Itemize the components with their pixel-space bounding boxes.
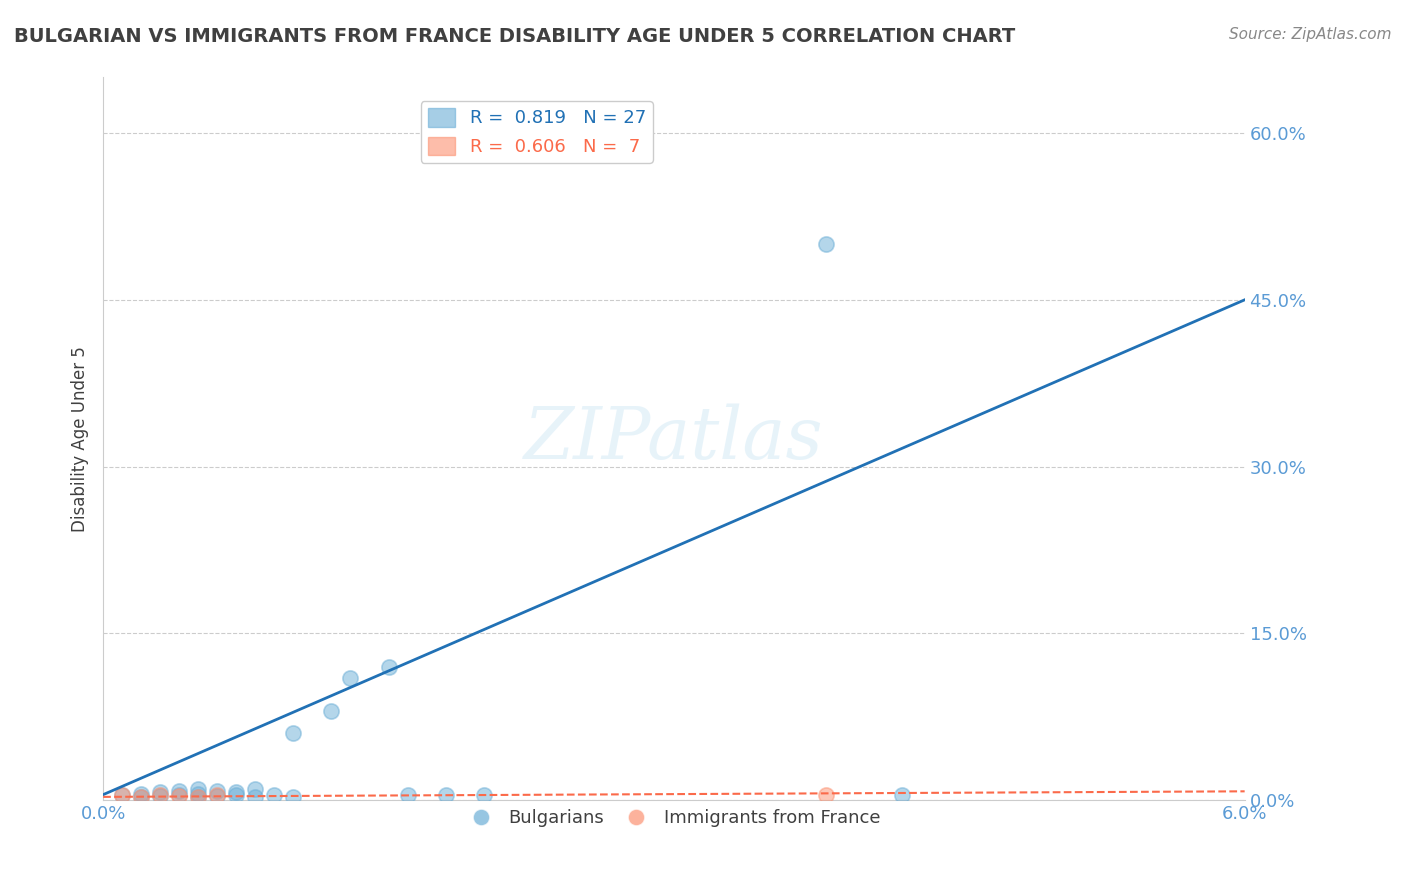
Point bbox=[377, 660, 399, 674]
Point bbox=[283, 726, 305, 740]
Point bbox=[815, 788, 838, 802]
Point bbox=[207, 784, 229, 798]
Point bbox=[245, 789, 267, 804]
Point bbox=[339, 671, 361, 685]
Point bbox=[187, 789, 209, 804]
Point bbox=[434, 788, 457, 802]
Text: BULGARIAN VS IMMIGRANTS FROM FRANCE DISABILITY AGE UNDER 5 CORRELATION CHART: BULGARIAN VS IMMIGRANTS FROM FRANCE DISA… bbox=[14, 27, 1015, 45]
Y-axis label: Disability Age Under 5: Disability Age Under 5 bbox=[72, 346, 89, 532]
Point bbox=[891, 788, 914, 802]
Text: Source: ZipAtlas.com: Source: ZipAtlas.com bbox=[1229, 27, 1392, 42]
Point bbox=[321, 704, 343, 718]
Point bbox=[111, 788, 134, 802]
Legend: Bulgarians, Immigrants from France: Bulgarians, Immigrants from France bbox=[460, 802, 887, 835]
Point bbox=[263, 788, 285, 802]
Point bbox=[396, 788, 419, 802]
Point bbox=[167, 788, 190, 802]
Point bbox=[225, 788, 247, 802]
Point bbox=[129, 789, 152, 804]
Point bbox=[167, 789, 190, 803]
Point bbox=[187, 789, 209, 804]
Point bbox=[207, 789, 229, 803]
Point bbox=[149, 789, 172, 803]
Text: ZIPatlas: ZIPatlas bbox=[524, 403, 824, 474]
Point bbox=[111, 788, 134, 802]
Point bbox=[149, 788, 172, 802]
Point bbox=[149, 785, 172, 799]
Point bbox=[245, 782, 267, 797]
Point bbox=[207, 788, 229, 802]
Point bbox=[472, 788, 495, 802]
Point bbox=[129, 789, 152, 804]
Point bbox=[815, 237, 838, 252]
Point bbox=[225, 785, 247, 799]
Point bbox=[167, 784, 190, 798]
Point bbox=[129, 787, 152, 801]
Point bbox=[187, 787, 209, 801]
Point bbox=[187, 782, 209, 797]
Point bbox=[283, 789, 305, 804]
